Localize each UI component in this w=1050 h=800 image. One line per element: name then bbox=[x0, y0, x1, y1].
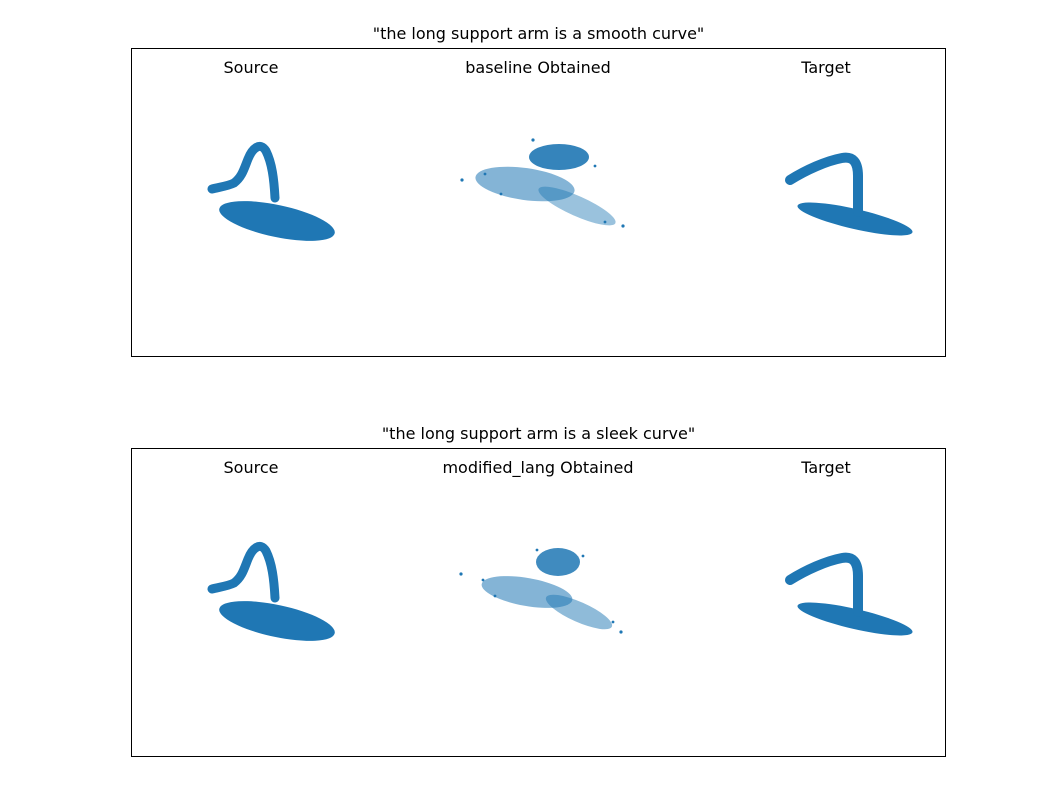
row-1-source-cloud bbox=[207, 142, 335, 241]
row-1-obtained-label: baseline Obtained bbox=[465, 58, 611, 77]
row-1-target-label: Target bbox=[801, 58, 851, 77]
row-2-source-cloud bbox=[207, 542, 335, 641]
row-1-target-cloud bbox=[785, 152, 913, 236]
row-1-panel bbox=[131, 48, 946, 357]
row-2-obtained-label: modified_lang Obtained bbox=[442, 458, 634, 477]
row-1-source-label: Source bbox=[223, 58, 279, 77]
row-2-target-cloud bbox=[785, 552, 913, 636]
row-2-title: "the long support arm is a sleek curve" bbox=[381, 424, 696, 443]
row-1-obtained-cloud bbox=[460, 138, 625, 228]
row-2-obtained-cloud bbox=[459, 548, 623, 634]
row-2-source-label: Source bbox=[223, 458, 279, 477]
row-2-target-label: Target bbox=[801, 458, 851, 477]
row-1-title: "the long support arm is a smooth curve" bbox=[372, 24, 705, 43]
